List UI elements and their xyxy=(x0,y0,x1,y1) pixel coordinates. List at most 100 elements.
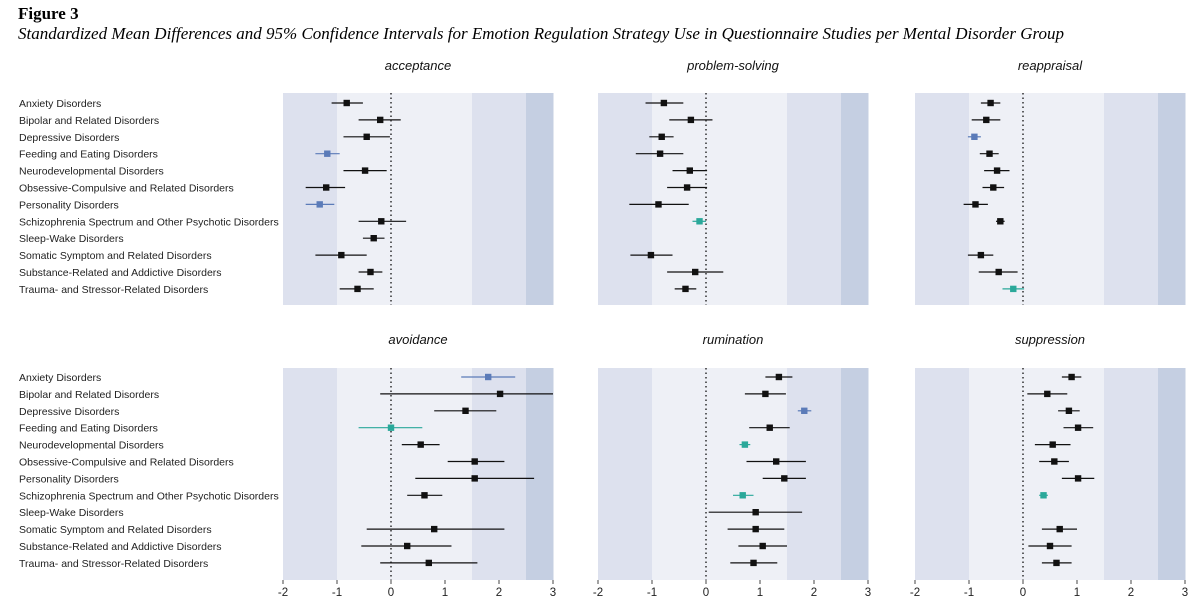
panel-title-acceptance: acceptance xyxy=(385,58,452,73)
panel-band xyxy=(283,93,311,305)
panel-band xyxy=(996,368,1024,580)
panel-band xyxy=(706,368,734,580)
panel-band xyxy=(310,93,338,305)
estimate-marker xyxy=(421,492,428,499)
estimate-marker xyxy=(762,390,769,398)
panel-band xyxy=(1077,93,1105,305)
estimate-marker xyxy=(696,218,703,225)
x-tick-label: 2 xyxy=(496,587,502,599)
panel-band xyxy=(625,93,653,305)
panel-title-avoidance: avoidance xyxy=(388,332,447,347)
estimate-marker xyxy=(354,285,361,293)
panel-band xyxy=(969,93,997,305)
estimate-marker xyxy=(775,373,783,381)
category-label: Anxiety Disorders xyxy=(19,98,101,110)
estimate-marker xyxy=(995,268,1002,276)
estimate-marker xyxy=(1074,424,1082,431)
estimate-marker xyxy=(316,201,323,208)
panel-title-problem-solving: problem-solving xyxy=(686,58,780,73)
estimate-marker xyxy=(387,424,395,431)
category-label: Personality Disorders xyxy=(19,473,119,485)
estimate-marker xyxy=(682,285,689,293)
estimate-marker xyxy=(766,424,773,431)
category-label: Obsessive-Compulsive and Related Disorde… xyxy=(19,183,234,195)
estimate-marker xyxy=(370,235,377,242)
estimate-marker xyxy=(1053,559,1060,567)
estimate-marker xyxy=(656,150,664,157)
panel-band xyxy=(418,368,446,580)
estimate-marker xyxy=(752,525,759,533)
x-tick-label: -1 xyxy=(964,587,974,599)
category-label: Depressive Disorders xyxy=(19,132,119,144)
panel-band xyxy=(499,93,527,305)
estimate-marker xyxy=(425,559,432,567)
estimate-marker xyxy=(683,184,691,191)
x-tick-label: 1 xyxy=(757,587,763,599)
category-label: Depressive Disorders xyxy=(19,406,119,418)
panel-band xyxy=(969,368,997,580)
panel-band xyxy=(915,368,943,580)
panel-band xyxy=(706,93,734,305)
estimate-marker xyxy=(750,559,757,567)
estimate-marker xyxy=(739,492,746,499)
estimate-marker xyxy=(343,99,350,107)
panel-band xyxy=(1050,93,1078,305)
x-tick-label: -2 xyxy=(593,587,603,599)
panel-band xyxy=(679,368,707,580)
estimate-marker xyxy=(367,268,374,276)
category-label: Bipolar and Related Disorders xyxy=(19,389,159,401)
category-label: Schizophrenia Spectrum and Other Psychot… xyxy=(19,216,279,228)
panel-band xyxy=(445,93,473,305)
x-tick-label: 3 xyxy=(1182,587,1188,599)
category-label: Feeding and Eating Disorders xyxy=(19,423,158,435)
panel-band xyxy=(1131,93,1159,305)
panel-band xyxy=(814,368,842,580)
x-tick-label: -1 xyxy=(647,587,657,599)
estimate-marker xyxy=(1051,458,1058,465)
estimate-marker xyxy=(987,99,994,107)
x-tick-label: -2 xyxy=(278,587,288,599)
estimate-marker xyxy=(997,218,1004,225)
estimate-marker xyxy=(1074,475,1082,482)
estimate-marker xyxy=(773,458,780,465)
estimate-marker xyxy=(686,167,693,174)
x-tick-label: 0 xyxy=(1020,587,1026,599)
estimate-marker xyxy=(781,475,788,482)
panel-band xyxy=(1104,368,1132,580)
panel-band xyxy=(364,368,392,580)
estimate-marker xyxy=(658,133,665,140)
x-tick-label: 1 xyxy=(442,587,448,599)
estimate-marker xyxy=(692,268,699,276)
category-label: Sleep-Wake Disorders xyxy=(19,507,124,519)
panel-band xyxy=(283,368,311,580)
panel-band xyxy=(598,368,626,580)
estimate-marker xyxy=(496,390,504,398)
category-label: Neurodevelopmental Disorders xyxy=(19,166,164,178)
estimate-marker xyxy=(378,218,385,225)
panel-band xyxy=(1050,368,1078,580)
estimate-marker xyxy=(660,99,668,107)
x-tick-label: 1 xyxy=(1074,587,1080,599)
panel-band xyxy=(1131,368,1159,580)
x-tick-label: 2 xyxy=(811,587,817,599)
category-label: Trauma- and Stressor-Related Disorders xyxy=(19,284,208,296)
panel-band xyxy=(1023,93,1051,305)
category-label: Personality Disorders xyxy=(19,199,119,211)
category-label: Schizophrenia Spectrum and Other Psychot… xyxy=(19,490,279,502)
panel-band xyxy=(445,368,473,580)
panel-title-suppression: suppression xyxy=(1015,332,1085,347)
x-tick-label: -2 xyxy=(910,587,920,599)
panel-band xyxy=(760,93,788,305)
panel-band xyxy=(814,93,842,305)
category-label: Substance-Related and Addictive Disorder… xyxy=(19,541,222,553)
category-label: Somatic Symptom and Related Disorders xyxy=(19,250,212,262)
panel-band xyxy=(787,368,815,580)
panel-band xyxy=(625,368,653,580)
panel-band xyxy=(337,93,365,305)
category-label: Sleep-Wake Disorders xyxy=(19,233,124,245)
estimate-marker xyxy=(1065,407,1073,414)
estimate-marker xyxy=(1068,373,1075,381)
panel-band xyxy=(526,368,554,580)
panel-band xyxy=(418,93,446,305)
